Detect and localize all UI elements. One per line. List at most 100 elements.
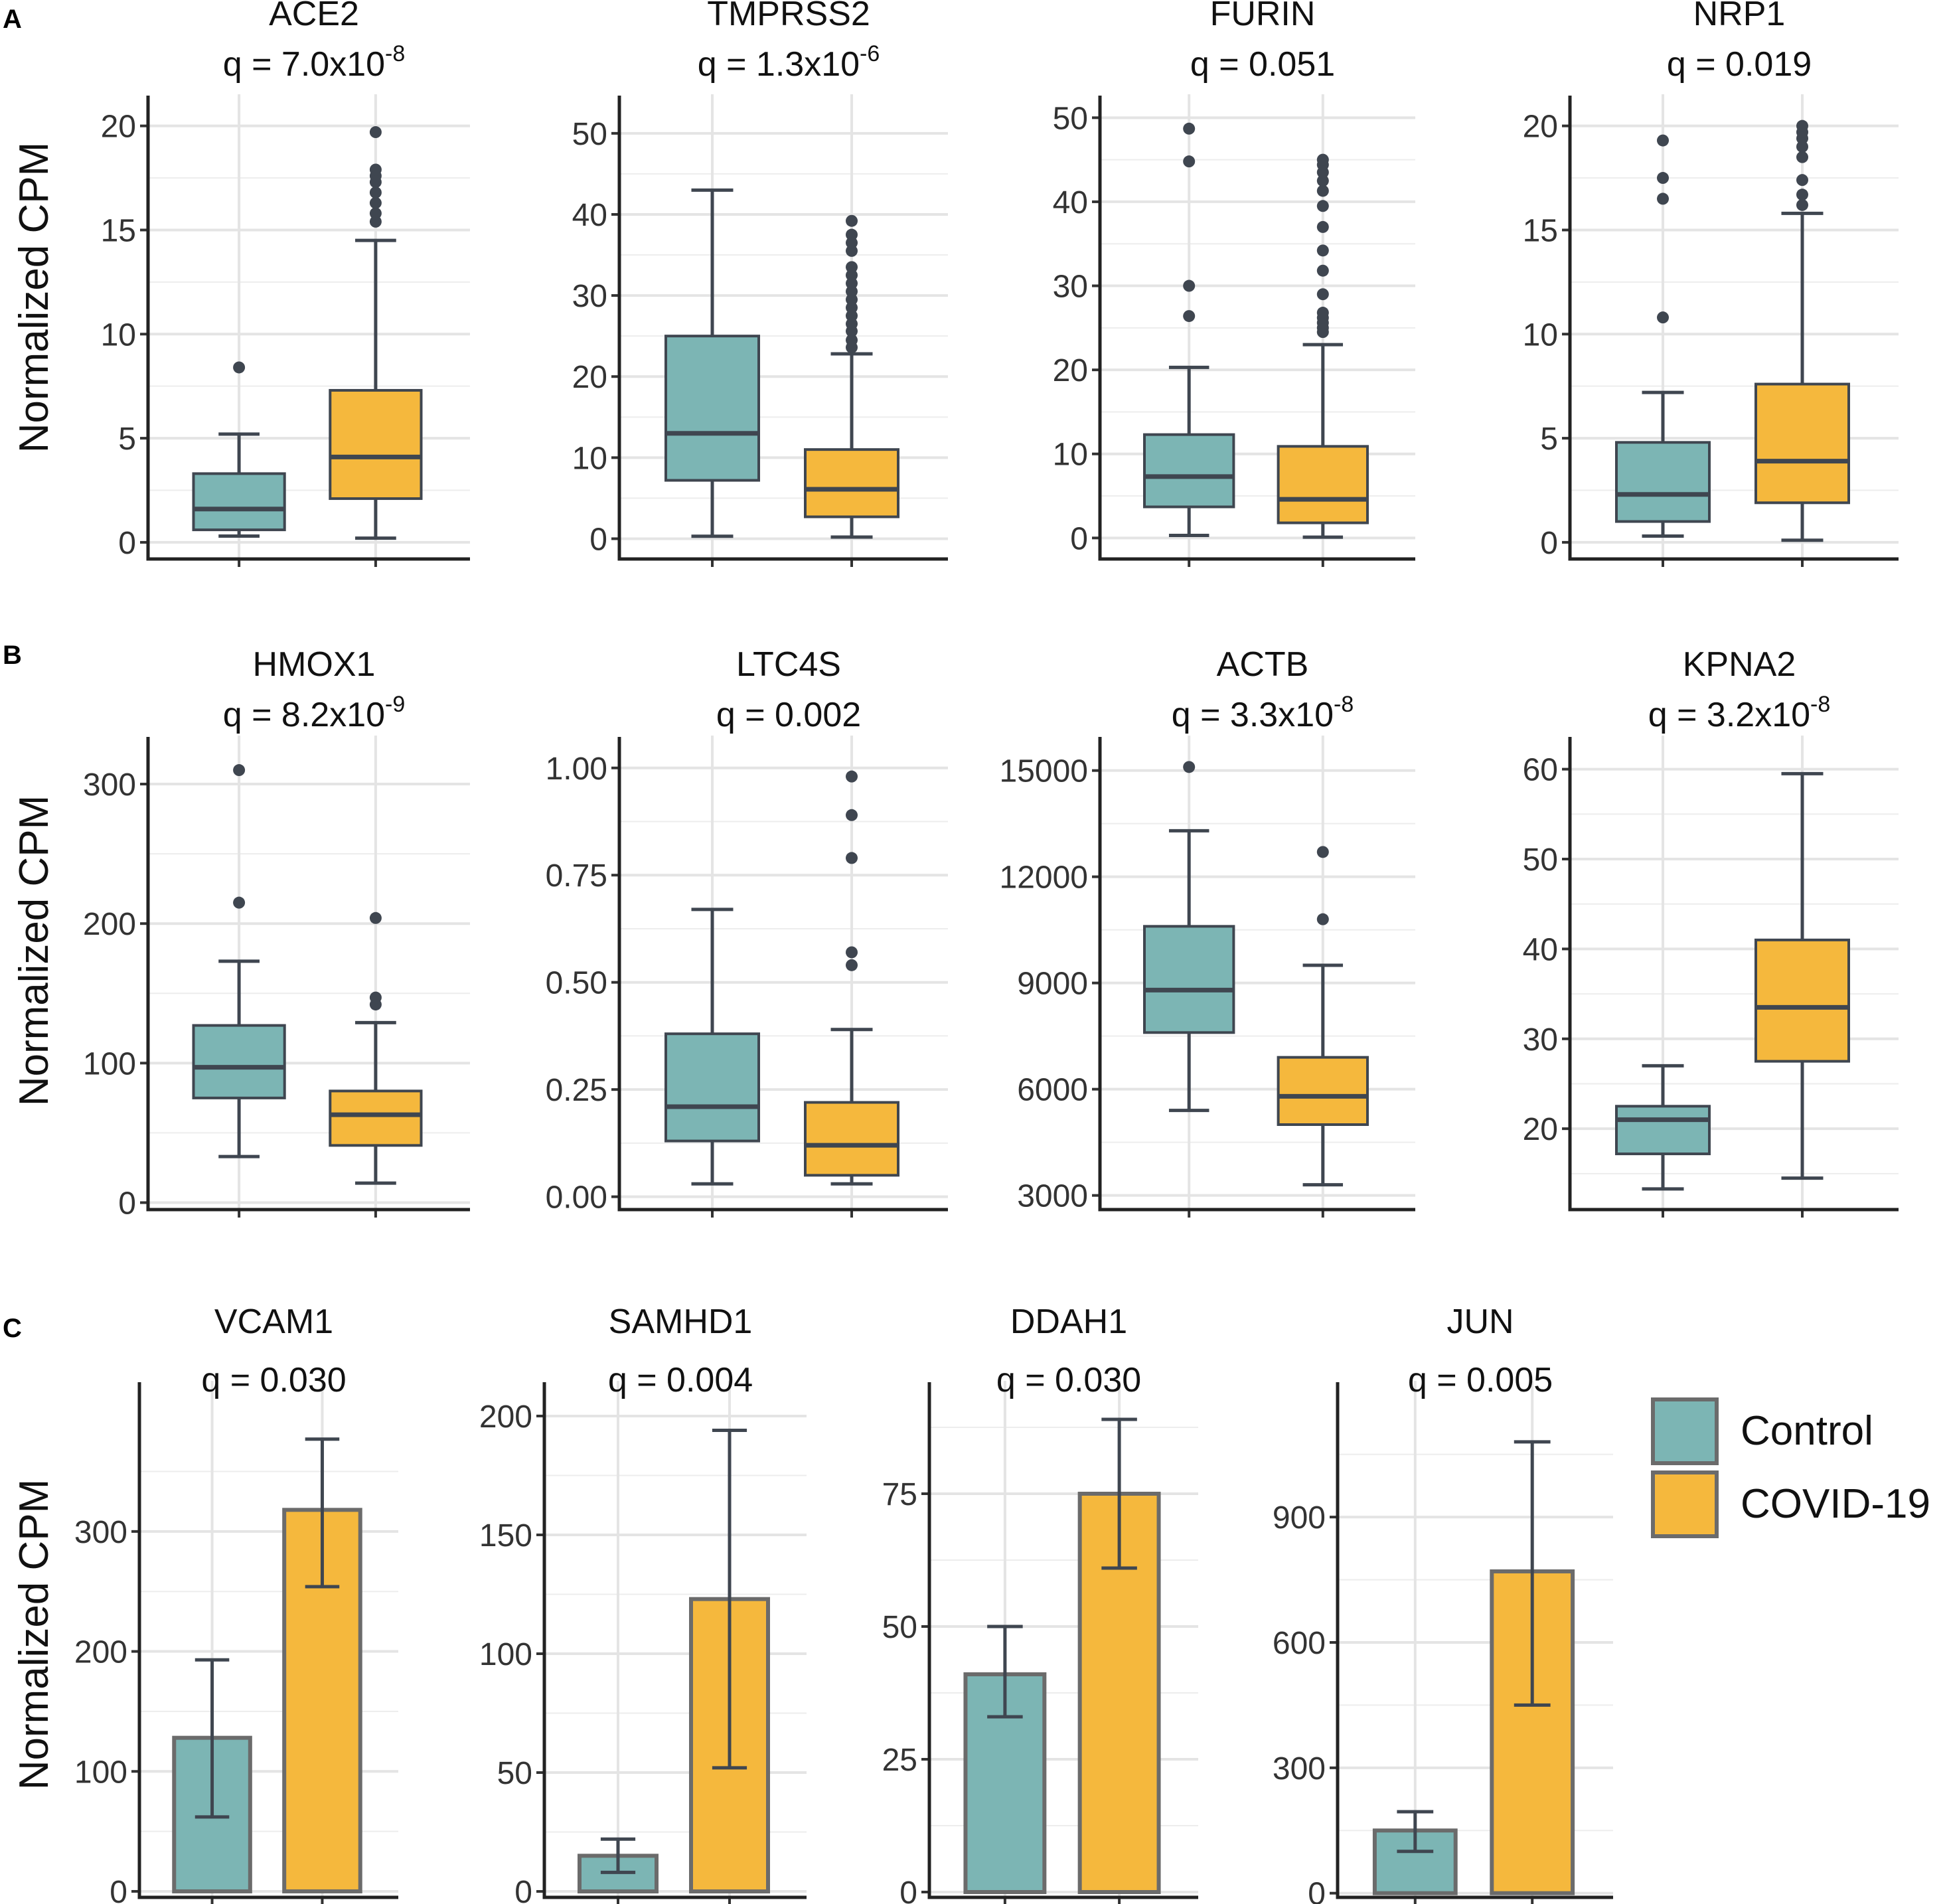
box-iqr [1615, 1105, 1711, 1156]
y-tick-label: 100 [74, 1755, 127, 1790]
y-tick-label: 0.25 [546, 1073, 607, 1108]
box-iqr [192, 472, 286, 532]
y-tick-label: 100 [479, 1637, 532, 1672]
y-tick-label: 0.75 [546, 858, 607, 894]
q-value: q = 7.0x10-8 [223, 41, 406, 84]
y-tick-label: 0 [1540, 526, 1558, 561]
outlier-point [1796, 141, 1808, 153]
box-control [664, 188, 760, 538]
y-tick-label: 9000 [1017, 967, 1088, 1002]
box-control [192, 361, 286, 538]
box-covid [804, 770, 899, 1186]
bar-covid [282, 1437, 362, 1893]
y-tick-label: 10 [1053, 437, 1088, 473]
axis-lines [927, 1382, 1198, 1899]
chart-title: FURIN [1210, 0, 1316, 33]
box-control [1143, 122, 1235, 538]
y-tick-label: 40 [572, 198, 607, 233]
axis-lines [617, 96, 948, 561]
outlier-point [846, 946, 858, 959]
q-value: q = 0.030 [201, 1361, 346, 1399]
outlier-point [1316, 288, 1329, 301]
q-value-exponent: -8 [1334, 692, 1354, 717]
panel-label-a: A [3, 5, 22, 34]
y-tick-label: 12000 [1000, 860, 1088, 896]
outlier-point [369, 187, 382, 198]
y-tick-label: 20 [1523, 110, 1558, 145]
outlier-point [1316, 307, 1329, 319]
box-iqr [1277, 1056, 1369, 1126]
legend-label-covid: COVID-19 [1741, 1481, 1930, 1527]
box-iqr [192, 1024, 286, 1099]
y-tick-label: 3000 [1017, 1179, 1088, 1214]
y-tick-label: 1.00 [546, 752, 607, 787]
axis-lines [617, 737, 948, 1212]
q-value: q = 3.2x10-8 [1648, 692, 1831, 734]
box-covid [1754, 771, 1850, 1180]
y-tick-label: 0 [110, 1875, 127, 1904]
legend-swatch-covid [1651, 1470, 1719, 1538]
outlier-point [1316, 244, 1329, 257]
box-iqr [1754, 382, 1850, 505]
box-iqr [1143, 433, 1235, 509]
box-control [1615, 1064, 1711, 1191]
y-tick-label: 50 [497, 1756, 532, 1791]
y-tick-label: 6000 [1017, 1073, 1088, 1108]
box-iqr [1277, 445, 1369, 524]
y-tick-label: 5 [1540, 422, 1558, 457]
outlier-point [846, 261, 858, 274]
chart-actb: 3000 6000 9000 12000 15000 ACTB q = 3.3x10-8 [1000, 645, 1415, 1218]
y-tick-label: 0 [118, 1186, 136, 1221]
outlier-point [1183, 279, 1196, 292]
chart-kpna2: 20 30 40 50 60 KPNA2 q = 3.2x10-8 [1523, 645, 1899, 1218]
panel-label-b: B [3, 641, 22, 670]
outlier-point [1657, 134, 1669, 147]
chart-title: VCAM1 [214, 1303, 333, 1341]
chart-title: KPNA2 [1683, 645, 1796, 684]
y-tick-label: 150 [479, 1518, 532, 1553]
q-value: q = 0.030 [996, 1361, 1141, 1399]
y-tick-label: 100 [83, 1046, 136, 1081]
q-value: q = 0.019 [1667, 45, 1812, 84]
y-tick-label: 300 [74, 1515, 127, 1550]
outlier-point [1316, 913, 1329, 925]
q-value-base: q = 0.051 [1190, 45, 1335, 84]
q-value-base: q = 3.2x10 [1648, 696, 1810, 734]
q-value-base: q = 0.005 [1408, 1361, 1553, 1399]
box-covid [804, 214, 899, 539]
bar-covid [689, 1428, 770, 1894]
bar-control [172, 1658, 252, 1893]
y-tick-label: 15000 [1000, 754, 1088, 789]
y-tick-label: 15 [101, 213, 136, 248]
q-value-base: q = 1.3x10 [698, 45, 860, 84]
box-iqr [329, 1089, 423, 1147]
outlier-point [369, 207, 382, 220]
q-value-base: q = 0.030 [201, 1361, 346, 1399]
box-iqr [1754, 938, 1850, 1063]
q-value: q = 0.005 [1408, 1361, 1553, 1399]
q-value-base: q = 0.002 [716, 696, 861, 734]
y-tick-label: 0.00 [546, 1180, 607, 1216]
outlier-point [846, 228, 858, 241]
outlier-point [233, 361, 246, 374]
y-axis-label-row-b: Normalized CPM [11, 795, 57, 1107]
outlier-point [846, 214, 858, 227]
axis-lines [146, 737, 470, 1212]
outlier-point [1183, 122, 1196, 135]
y-tick-label: 20 [572, 360, 607, 395]
outlier-point [369, 197, 382, 209]
y-tick-label: 10 [572, 441, 607, 476]
chart-ace2: 0 5 10 15 20 ACE2 q = 7.0x10-8 [101, 0, 470, 567]
y-tick-label: 0 [514, 1875, 532, 1904]
y-tick-label: 15 [1523, 213, 1558, 248]
box-covid [329, 912, 423, 1185]
q-value: q = 0.004 [608, 1361, 753, 1399]
box-iqr [664, 335, 760, 482]
outlier-point [1796, 151, 1808, 163]
outlier-point [1183, 761, 1196, 773]
y-tick-label: 20 [1053, 353, 1088, 388]
y-tick-label: 200 [83, 907, 136, 942]
y-tick-label: 900 [1273, 1500, 1326, 1536]
box-iqr [664, 1032, 760, 1143]
